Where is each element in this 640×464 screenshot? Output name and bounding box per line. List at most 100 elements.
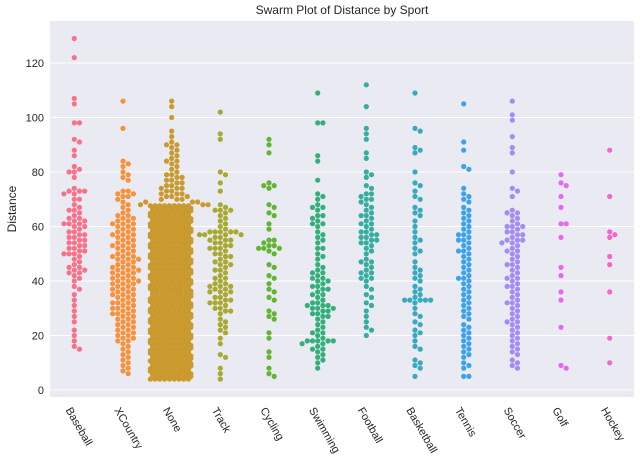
data-point bbox=[217, 278, 223, 284]
data-point bbox=[76, 210, 83, 216]
data-point bbox=[136, 267, 142, 273]
data-point bbox=[76, 226, 83, 232]
data-point bbox=[217, 218, 223, 224]
data-point bbox=[71, 267, 77, 273]
data-point bbox=[120, 319, 126, 325]
data-point bbox=[217, 327, 223, 333]
data-point bbox=[217, 267, 223, 273]
data-point bbox=[320, 330, 326, 336]
data-point bbox=[222, 226, 229, 232]
data-point bbox=[181, 203, 187, 209]
data-point bbox=[115, 240, 121, 246]
data-point bbox=[520, 223, 526, 230]
x-tick-label: Hockey bbox=[598, 406, 627, 444]
data-point bbox=[417, 365, 423, 371]
data-point bbox=[363, 245, 369, 251]
data-point bbox=[412, 357, 418, 363]
data-point bbox=[504, 229, 510, 235]
data-point bbox=[222, 204, 229, 210]
data-point bbox=[200, 202, 206, 208]
data-point bbox=[130, 226, 136, 232]
data-point bbox=[466, 223, 472, 230]
data-point bbox=[125, 343, 131, 349]
data-point bbox=[271, 289, 277, 295]
data-point bbox=[125, 360, 131, 366]
data-point bbox=[222, 302, 229, 309]
data-point bbox=[147, 203, 153, 209]
data-point bbox=[120, 346, 126, 352]
data-point bbox=[110, 264, 116, 270]
data-point bbox=[120, 275, 126, 281]
data-point bbox=[363, 300, 369, 306]
data-point bbox=[266, 281, 272, 287]
data-point bbox=[169, 139, 175, 145]
data-point bbox=[509, 362, 515, 369]
data-point bbox=[504, 300, 510, 306]
data-point bbox=[315, 267, 321, 273]
data-point bbox=[137, 202, 144, 208]
data-point bbox=[266, 226, 272, 232]
data-point bbox=[466, 213, 472, 219]
data-point bbox=[130, 319, 136, 325]
data-point bbox=[174, 147, 180, 153]
x-tick-label: Swimming bbox=[306, 406, 342, 456]
data-point bbox=[514, 352, 521, 358]
data-point bbox=[76, 264, 83, 270]
data-point bbox=[217, 311, 223, 317]
data-point bbox=[71, 327, 77, 333]
data-point bbox=[125, 234, 131, 240]
data-point bbox=[120, 199, 126, 205]
data-point bbox=[120, 248, 126, 254]
data-point bbox=[125, 338, 131, 344]
data-point bbox=[166, 203, 172, 209]
data-point bbox=[115, 311, 121, 317]
data-point bbox=[509, 300, 515, 306]
data-point bbox=[299, 341, 305, 347]
data-point bbox=[558, 289, 564, 295]
data-point bbox=[363, 229, 369, 235]
data-point bbox=[320, 281, 326, 287]
data-point bbox=[461, 237, 467, 243]
data-point bbox=[412, 362, 418, 369]
data-point bbox=[115, 305, 121, 311]
data-point bbox=[315, 278, 321, 284]
data-point bbox=[222, 292, 229, 298]
data-point bbox=[222, 319, 229, 325]
data-point bbox=[217, 251, 223, 257]
data-point bbox=[466, 289, 472, 295]
data-point bbox=[461, 281, 467, 287]
data-point bbox=[363, 196, 369, 202]
data-point bbox=[212, 259, 218, 265]
data-point bbox=[607, 262, 613, 268]
data-point bbox=[461, 196, 467, 202]
data-point bbox=[162, 203, 168, 209]
data-point bbox=[509, 283, 515, 289]
data-point bbox=[325, 302, 331, 309]
data-point bbox=[266, 142, 272, 148]
data-point bbox=[514, 243, 521, 249]
data-point bbox=[271, 373, 277, 379]
data-point bbox=[509, 273, 515, 279]
data-point bbox=[71, 213, 77, 219]
data-point bbox=[363, 150, 369, 156]
data-point bbox=[212, 267, 218, 273]
data-point bbox=[320, 335, 326, 341]
data-point bbox=[189, 199, 196, 205]
data-point bbox=[509, 289, 515, 295]
data-point bbox=[461, 286, 467, 292]
data-point bbox=[461, 210, 467, 216]
data-point bbox=[509, 311, 515, 317]
data-point bbox=[76, 286, 83, 292]
data-point bbox=[169, 172, 175, 178]
data-point bbox=[228, 243, 234, 249]
data-point bbox=[461, 360, 467, 366]
data-point bbox=[266, 313, 272, 319]
data-point bbox=[163, 158, 170, 164]
data-point bbox=[504, 237, 510, 243]
data-point bbox=[169, 177, 175, 183]
data-point bbox=[509, 169, 515, 175]
data-point bbox=[315, 332, 321, 339]
data-point bbox=[509, 245, 515, 251]
data-point bbox=[309, 270, 316, 276]
data-point bbox=[228, 283, 234, 289]
